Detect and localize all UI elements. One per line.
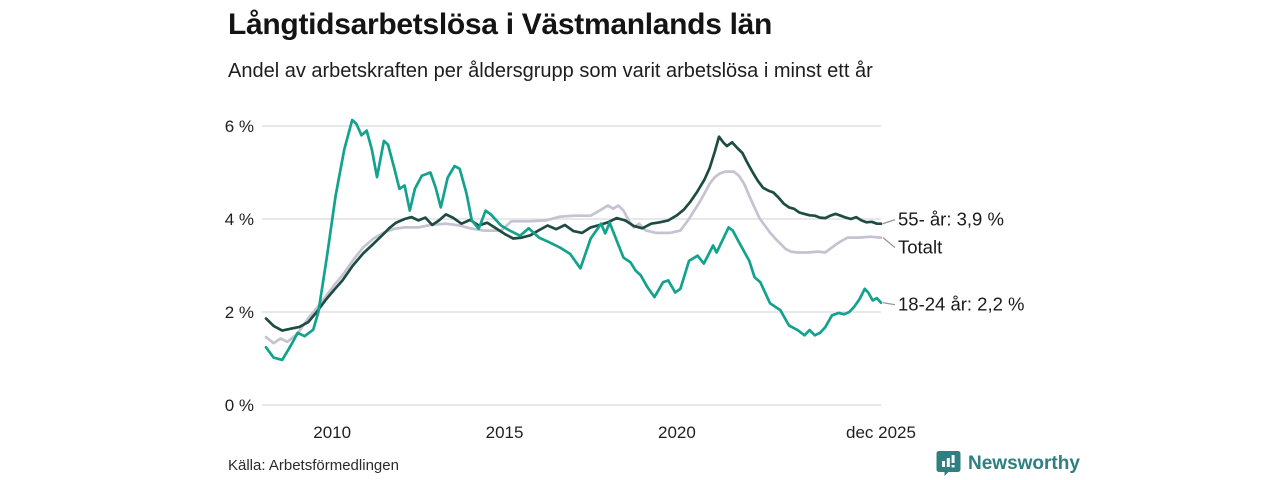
y-axis-tick-label: 0 %: [225, 396, 254, 415]
brand-name: Newsworthy: [968, 452, 1080, 474]
x-axis-tick-label: 2020: [658, 423, 696, 442]
x-axis-tick-label: 2015: [486, 423, 524, 442]
series-line-55-r: [264, 135, 883, 332]
newsworthy-logo[interactable]: Newsworthy: [936, 450, 1080, 477]
series-line-18-24-r: [264, 118, 883, 362]
y-axis-tick-label: 6 %: [225, 117, 254, 136]
y-axis-tick-label: 4 %: [225, 210, 254, 229]
series-end-label-18-24-r: 18-24 år: 2,2 %: [898, 294, 1025, 315]
series-end-label-totalt: Totalt: [898, 237, 942, 258]
bar-chart-bubble-icon: [936, 451, 961, 476]
chart-subtitle: Andel av arbetskraften per åldersgrupp s…: [228, 60, 873, 82]
source-note: Källa: Arbetsförmedlingen: [228, 457, 399, 474]
label-connector: [882, 237, 896, 249]
label-connector: [882, 219, 896, 225]
x-axis-tick-label: dec 2025: [846, 423, 916, 442]
label-connector: [882, 302, 896, 306]
series-end-label-55-r: 55- år: 3,9 %: [898, 209, 1004, 230]
y-axis-tick-label: 2 %: [225, 303, 254, 322]
x-axis-tick-label: 2010: [313, 423, 351, 442]
page-title: Långtidsarbetslösa i Västmanlands län: [228, 8, 773, 41]
